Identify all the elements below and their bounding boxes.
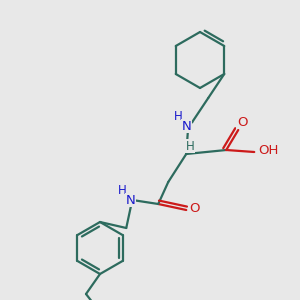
Text: N: N [182,119,191,133]
Text: H: H [174,110,183,122]
Text: OH: OH [258,143,278,157]
Text: N: N [125,194,135,206]
Text: H: H [186,140,195,152]
Text: H: H [118,184,127,196]
Text: O: O [237,116,247,128]
Text: O: O [189,202,200,214]
